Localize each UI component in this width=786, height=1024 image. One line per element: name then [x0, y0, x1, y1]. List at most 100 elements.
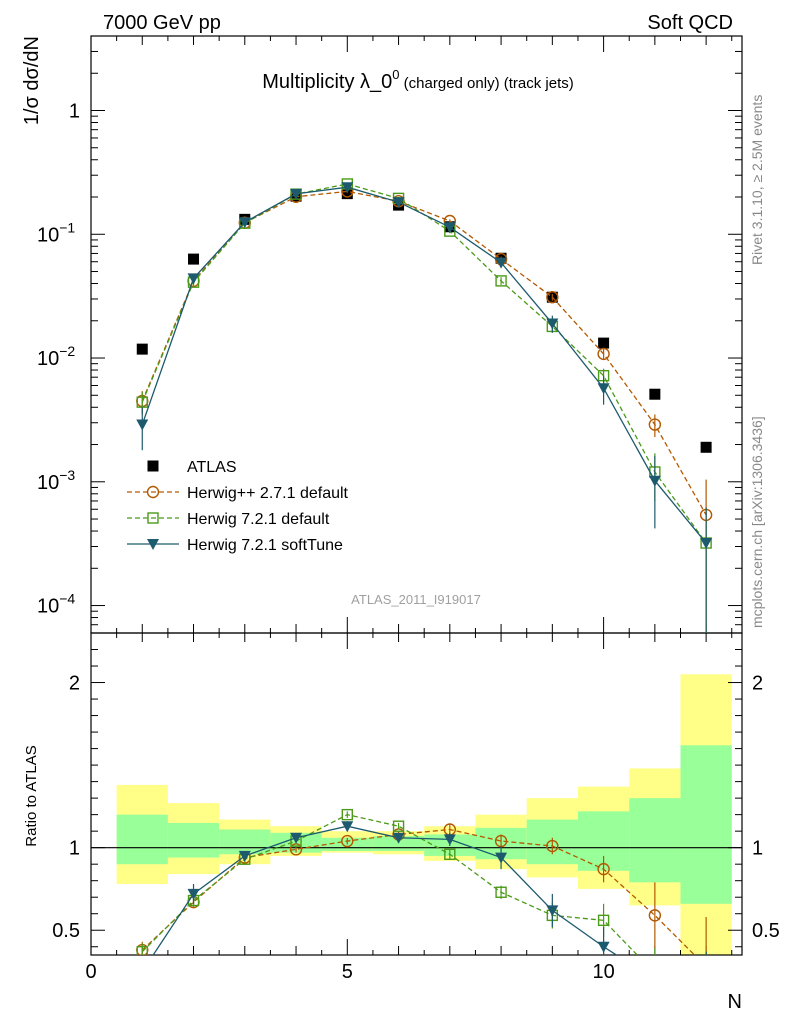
data-point [648, 475, 661, 487]
x-tick-label: 5 [342, 961, 353, 983]
series-herwigpp [136, 185, 713, 633]
x-tick-label: 10 [592, 961, 614, 983]
data-point [290, 188, 303, 200]
legend-entry-herwigpp: Herwig++ 2.7.1 default [127, 485, 349, 502]
data-point [546, 318, 559, 330]
data-point [392, 197, 405, 209]
ratio-band-green [116, 814, 168, 865]
data-point [341, 188, 353, 200]
ratio-y-tick-label: 2 [69, 673, 80, 695]
ratio-plot-frame [90, 632, 743, 956]
series-atlas [136, 188, 712, 453]
data-point [238, 217, 251, 229]
ratio-point [597, 862, 610, 876]
ratio-point [495, 886, 507, 898]
ratio-y-tick-label-right: 0.5 [752, 920, 780, 942]
ratio-point [341, 834, 354, 848]
ratio-point [238, 850, 251, 862]
ratio-series-layer [136, 808, 707, 955]
analysis-label: ATLAS_2011_I919017 [351, 592, 481, 607]
data-point [700, 441, 712, 453]
data-point [700, 538, 713, 550]
ratio-line-herwig721 [141, 813, 639, 955]
data-point [597, 347, 610, 361]
ratio-point [341, 821, 354, 833]
ratio-y-tick-label: 0.5 [52, 920, 80, 942]
series-herwig721 [136, 178, 712, 633]
ratio-band-green [167, 822, 220, 858]
chart-title-main: Multiplicity λ_0 [262, 71, 392, 93]
chart-title: Multiplicity λ_00 (charged only) (track … [262, 67, 574, 93]
legend-marker [147, 539, 159, 550]
ratio-point [546, 839, 559, 853]
ratio-point [597, 941, 610, 953]
ratio-point [392, 832, 405, 844]
ratio-y-tick-label-right: 1 [752, 838, 763, 860]
ratio-point [392, 820, 405, 832]
ratio-y-tick-label: 1 [69, 838, 80, 860]
ratio-point [290, 832, 303, 844]
ratio-point [136, 945, 148, 955]
ratio-point [341, 808, 353, 821]
ratio-y-tick-label-right: 2 [752, 673, 763, 695]
ratio-line-softtune [152, 825, 618, 955]
series-line-softtune [141, 186, 707, 544]
data-point [598, 337, 610, 349]
data-point [136, 343, 148, 355]
top-y-tick-label: 10−2 [37, 343, 75, 370]
data-point [188, 253, 200, 265]
top-y-tick-label: 10−4 [37, 591, 75, 618]
ratio-uncertainty-bands [116, 674, 732, 955]
ratio-point [444, 848, 456, 860]
data-point [341, 182, 354, 194]
rivet-label: Rivet 3.1.10, ≥ 2.5M events [749, 95, 765, 265]
series-softtune [136, 182, 713, 633]
top-y-tick-label: 1 [69, 101, 80, 123]
ratio-point [443, 834, 456, 846]
ratio-band-green [680, 745, 732, 904]
chart-title-sup: 0 [392, 67, 399, 82]
top-y-tick-label: 10−1 [37, 219, 75, 246]
legend: ATLAS Herwig++ 2.7.1 default Herwig 7.2.1 … [127, 459, 349, 554]
header-right: Soft QCD [647, 12, 733, 34]
top-series-layer [136, 178, 713, 633]
legend-entry-herwig721: Herwig 7.2.1 default [127, 511, 330, 528]
legend-label: ATLAS [187, 459, 237, 476]
legend-label: Herwig 7.2.1 softTune [187, 537, 343, 554]
legend-label: Herwig 7.2.1 default [187, 511, 330, 528]
ratio-series-clipped [136, 808, 707, 955]
mcplots-label: mcplots.cern.ch [arXiv:1306.3436] [749, 416, 765, 628]
x-axis-label: N [728, 991, 742, 1013]
data-point [187, 273, 200, 285]
ratio-y-axis-label: Ratio to ATLAS [23, 745, 40, 846]
data-point [649, 388, 661, 400]
ratio-series-softtune [152, 821, 707, 955]
legend-marker [147, 512, 159, 524]
data-point [597, 383, 610, 395]
x-tick-label: 0 [85, 961, 96, 983]
legend-label: Herwig++ 2.7.1 default [187, 485, 349, 502]
data-point [495, 275, 507, 287]
data-point [495, 257, 508, 269]
ratio-band-green [219, 829, 271, 855]
legend-marker [147, 460, 159, 472]
top-y-axis-label: 1/σ dσ/dN [21, 36, 43, 125]
data-point [136, 419, 149, 431]
ratio-point [648, 909, 662, 922]
ratio-point [546, 905, 559, 917]
ratio-point [495, 852, 508, 864]
legend-entry-softtune: Herwig 7.2.1 softTune [127, 537, 343, 554]
ratio-point [187, 888, 200, 900]
data-point [546, 291, 559, 304]
data-point [443, 222, 456, 234]
legend-entry-atlas: ATLAS [147, 459, 237, 476]
top-y-tick-label: 10−3 [37, 467, 75, 494]
header-left: 7000 GeV pp [103, 12, 221, 34]
chart-title-small: (charged only) (track jets) [400, 75, 574, 92]
ratio-line-herwigpp [141, 828, 696, 955]
top-axes: 10−4 10−3 10−2 10−1 1 [37, 35, 743, 634]
data-point [648, 418, 662, 431]
ratio-point [597, 914, 610, 927]
legend-marker [146, 485, 160, 499]
